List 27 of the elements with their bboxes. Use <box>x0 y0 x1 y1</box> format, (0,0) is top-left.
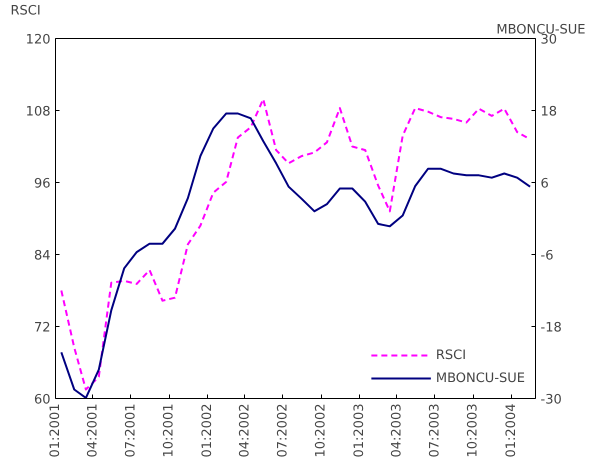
y-tick-label: 120 <box>26 32 51 48</box>
y-tick-label: 72 <box>34 320 51 336</box>
legend-label: MBONCU-SUE <box>436 370 525 386</box>
x-tick-label: 04:2002 <box>237 403 252 458</box>
x-tick-label: 10:2002 <box>314 403 329 458</box>
y-axis-title: RSCI <box>10 4 41 18</box>
y2-tick-label: -6 <box>540 248 554 264</box>
x-tick-label: 04:2001 <box>85 403 100 458</box>
x-tick-label: 07:2001 <box>123 403 138 458</box>
x-tick-label: 07:2003 <box>427 403 442 458</box>
y2-tick-label: 18 <box>540 104 558 120</box>
y-tick-label: 108 <box>26 104 51 120</box>
x-tick-label: 01:2002 <box>200 403 215 458</box>
x-tick-label: 01:2003 <box>352 403 367 458</box>
legend-label: RSCI <box>436 348 466 362</box>
y-tick-label: 84 <box>34 248 51 264</box>
y2-tick-label: -30 <box>540 392 562 408</box>
y2-tick-label: 6 <box>540 176 549 192</box>
x-tick-label: 10:2003 <box>466 403 481 458</box>
x-tick-label: 01:2004 <box>504 403 519 458</box>
y-tick-label: 60 <box>34 392 51 408</box>
x-tick-label: 07:2002 <box>275 403 290 458</box>
x-tick-label: 01:2001 <box>48 403 63 458</box>
y-tick-label: 96 <box>34 176 51 192</box>
x-tick-label: 10:2001 <box>162 403 177 458</box>
x-tick-label: 04:2003 <box>389 403 404 458</box>
y2-tick-label: -18 <box>540 320 562 336</box>
